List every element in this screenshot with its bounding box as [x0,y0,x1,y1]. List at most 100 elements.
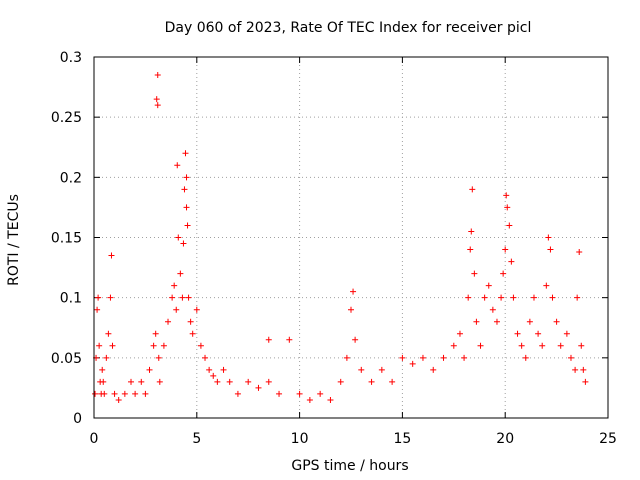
data-point [489,306,496,313]
data-point [177,270,184,277]
data-point [179,294,186,301]
data-point [514,330,521,337]
data-point [265,378,272,385]
data-point [181,186,188,193]
data-point [477,342,484,349]
data-point [154,72,161,79]
data-point [450,342,457,349]
data-point [461,354,468,361]
data-point [368,378,375,385]
data-point [189,330,196,337]
y-axis-label: ROTI / TECUs [6,194,22,286]
data-point [184,222,191,229]
data-point [467,246,474,253]
data-point [132,390,139,397]
data-point [582,378,589,385]
data-point [409,360,416,367]
data-point [518,342,525,349]
data-point [574,294,581,301]
data-point [399,354,406,361]
data-point [493,318,500,325]
data-point [265,336,272,343]
y-tick-label: 0.2 [60,170,82,186]
data-point [154,102,161,109]
data-point [142,390,149,397]
data-point [306,396,313,403]
data-point [115,396,122,403]
data-point [94,306,101,313]
data-point [545,234,552,241]
data-point [187,318,194,325]
data-point [153,96,160,103]
data-point [352,336,359,343]
data-point [503,192,510,199]
data-point [468,228,475,235]
data-point [504,204,511,211]
data-point [327,396,334,403]
y-tick-label: 0.1 [60,291,82,307]
data-point [173,306,180,313]
data-point [430,366,437,373]
data-point [155,354,162,361]
data-point [553,318,560,325]
data-point [121,390,128,397]
data-point [234,390,241,397]
data-point [175,234,182,241]
data-point [317,390,324,397]
data-point [214,378,221,385]
data-point [276,390,283,397]
x-axis-label: GPS time / hours [291,458,408,474]
data-point [197,342,204,349]
data-point [530,294,537,301]
data-point [498,294,505,301]
x-tick-label: 0 [90,431,99,447]
data-point [100,378,107,385]
data-point [508,258,515,265]
data-point [180,240,187,247]
data-point [255,384,262,391]
data-point [183,174,190,181]
data-point [481,294,488,301]
data-point [206,366,213,373]
data-point [95,294,102,301]
data-point [286,336,293,343]
data-point [103,354,110,361]
data-point [101,390,108,397]
data-point [92,390,99,397]
y-tick-label: 0.15 [51,231,82,247]
data-point [456,330,463,337]
data-point [185,294,192,301]
y-tick-label: 0.3 [60,50,82,66]
y-tick-label: 0.25 [51,110,82,126]
data-point [105,330,112,337]
data-point [174,162,181,169]
x-tick-label: 5 [192,431,201,447]
data-point [567,354,574,361]
data-point [539,342,546,349]
data-point [500,270,507,277]
data-point [378,366,385,373]
data-point [165,318,172,325]
data-point [389,378,396,385]
data-point [160,342,167,349]
data-point [220,366,227,373]
data-point [150,342,157,349]
data-point [138,378,145,385]
data-point [510,294,517,301]
data-point [99,366,106,373]
data-point [419,354,426,361]
data-point [343,354,350,361]
data-point [526,318,533,325]
data-point [111,390,118,397]
data-point [183,204,190,211]
data-point [337,378,344,385]
data-point [146,366,153,373]
data-point [473,318,480,325]
data-point [572,366,579,373]
data-point [580,366,587,373]
data-point [485,282,492,289]
data-point [557,342,564,349]
data-point [535,330,542,337]
